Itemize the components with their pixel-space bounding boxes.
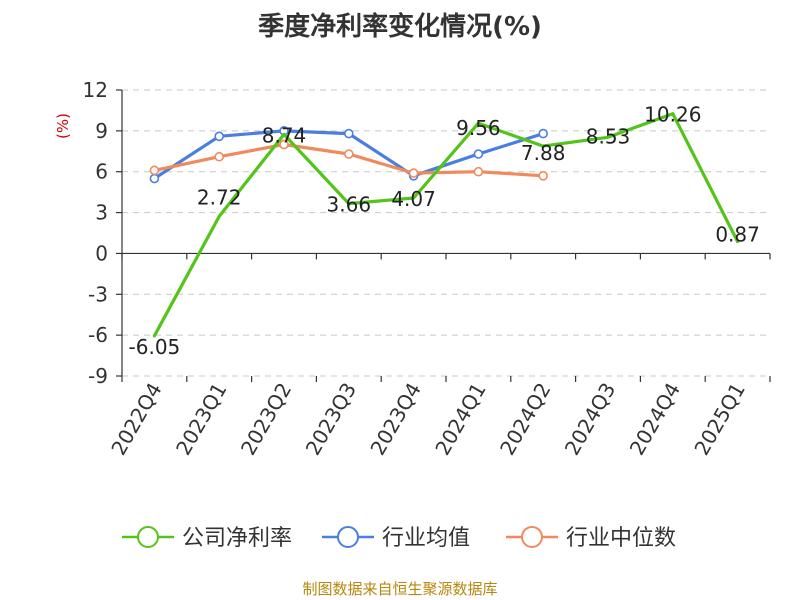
data-point bbox=[473, 166, 484, 177]
x-tick-label: 2023Q3 bbox=[301, 379, 361, 460]
data-label: -6.05 bbox=[129, 335, 181, 359]
series-layer bbox=[149, 112, 740, 338]
legend: 公司净利率 行业均值 行业中位数 bbox=[122, 526, 676, 551]
data-point bbox=[214, 151, 224, 162]
y-tick-label: -6 bbox=[88, 323, 108, 347]
source-footnote: 制图数据来自恒生聚源数据库 bbox=[302, 580, 498, 598]
data-label: 4.07 bbox=[391, 187, 436, 211]
y-tick-label: 12 bbox=[83, 78, 108, 102]
data-label: 8.74 bbox=[262, 123, 307, 147]
data-point bbox=[279, 139, 289, 150]
y-tick-label: -3 bbox=[88, 282, 108, 306]
data-point bbox=[343, 128, 354, 139]
y-tick-label: -9 bbox=[88, 364, 108, 388]
legend-swatch-marker bbox=[337, 526, 359, 548]
data-label: 8.53 bbox=[586, 124, 631, 148]
legend-swatch-marker bbox=[137, 526, 159, 548]
data-point bbox=[538, 128, 549, 139]
data-point bbox=[473, 149, 484, 159]
data-point bbox=[538, 171, 549, 181]
legend-label: 行业中位数 bbox=[566, 526, 676, 551]
x-tick-label: 2023Q1 bbox=[171, 379, 231, 460]
data-point bbox=[149, 173, 160, 184]
series-line-2 bbox=[152, 142, 545, 178]
data-point bbox=[408, 168, 419, 178]
data-label: 0.87 bbox=[715, 223, 760, 247]
y-axis-label: (%) bbox=[54, 113, 72, 139]
x-tick-label: 2023Q4 bbox=[365, 379, 425, 460]
x-tick-label: 2025Q1 bbox=[689, 379, 749, 460]
x-tick-label: 2022Q4 bbox=[106, 379, 166, 460]
data-label: 3.66 bbox=[327, 193, 372, 217]
x-tick-label: 2024Q1 bbox=[430, 379, 490, 460]
x-tick-label: 2024Q4 bbox=[625, 379, 685, 460]
x-tick-label: 2024Q2 bbox=[495, 379, 555, 460]
chart-title: 季度净利率变化情况(%) bbox=[258, 12, 542, 42]
data-label: 2.72 bbox=[197, 185, 242, 209]
y-tick-label: 0 bbox=[95, 241, 108, 265]
x-tick-label: 2024Q3 bbox=[560, 379, 620, 460]
data-point bbox=[149, 165, 160, 176]
x-tick-label: 2023Q2 bbox=[236, 379, 296, 460]
legend-swatch-marker bbox=[521, 526, 543, 548]
data-point bbox=[343, 149, 354, 159]
series-line-0 bbox=[152, 112, 740, 338]
data-label-layer: -6.05 2.72 8.74 3.66 4.07 9.56 7.88 8.53 10.26 0.… bbox=[129, 103, 760, 359]
data-point bbox=[214, 131, 224, 142]
data-label: 10.26 bbox=[644, 103, 701, 127]
data-label: 7.88 bbox=[521, 141, 566, 165]
data-label: 9.56 bbox=[456, 116, 501, 140]
legend-label: 公司净利率 bbox=[182, 526, 292, 551]
y-tick-label: 9 bbox=[95, 119, 108, 143]
y-tick-label: 6 bbox=[95, 160, 108, 184]
y-tick-label: 3 bbox=[95, 201, 108, 225]
legend-label: 行业均值 bbox=[382, 526, 470, 551]
